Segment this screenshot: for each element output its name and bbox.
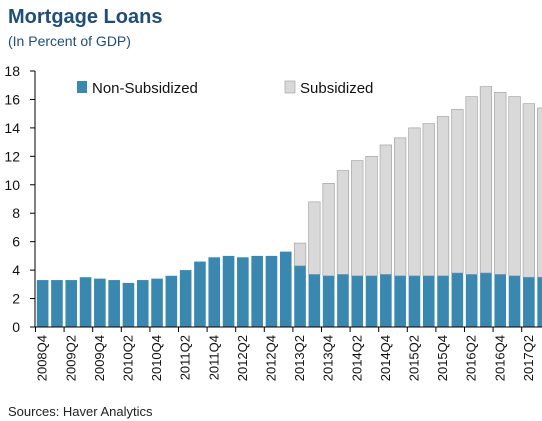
bar-non-subsidized xyxy=(294,265,306,327)
bar-non-subsidized xyxy=(108,280,120,327)
bar-subsidized xyxy=(508,96,521,277)
y-axis: 0 2 4 6 8 10 12 14 16 18 xyxy=(4,63,36,335)
bar-non-subsidized xyxy=(151,278,163,327)
y-tick-label: 18 xyxy=(4,63,20,79)
bar-subsidized xyxy=(336,170,350,275)
legend-swatch-non-subsidized xyxy=(77,81,87,93)
y-tick-label: 12 xyxy=(4,148,20,164)
bar-non-subsidized xyxy=(365,275,378,327)
bars-group xyxy=(36,86,542,327)
y-tick-label: 8 xyxy=(12,205,20,221)
bar-non-subsidized xyxy=(308,274,321,327)
bar-non-subsidized xyxy=(537,277,542,327)
bar-subsidized xyxy=(494,92,507,275)
bar-subsidized xyxy=(322,183,335,277)
x-tick-label: 2011Q2 xyxy=(178,335,193,380)
bar-non-subsidized xyxy=(480,272,492,327)
bar-non-subsidized xyxy=(165,275,178,327)
bar-non-subsidized xyxy=(494,274,507,327)
bar-non-subsidized xyxy=(465,274,478,327)
bar-non-subsidized xyxy=(437,275,449,327)
bar-non-subsidized xyxy=(523,277,535,327)
bar-non-subsidized xyxy=(194,261,206,327)
bar-non-subsidized xyxy=(136,280,149,327)
bar-non-subsidized xyxy=(279,251,292,327)
bar-subsidized xyxy=(308,201,321,275)
x-tick-label: 2016Q4 xyxy=(492,335,507,381)
bar-subsidized xyxy=(436,116,450,277)
x-tick-label: 2014Q4 xyxy=(378,335,393,381)
bar-subsidized xyxy=(479,86,493,274)
x-tick-label: 2015Q4 xyxy=(435,335,450,381)
bar-subsidized xyxy=(394,137,407,277)
x-tick-label: 2009Q2 xyxy=(63,335,78,381)
bar-non-subsidized xyxy=(36,280,49,327)
x-tick-label: 2016Q2 xyxy=(464,335,479,381)
bar-non-subsidized xyxy=(251,255,263,327)
bar-non-subsidized xyxy=(422,275,435,327)
bar-non-subsidized xyxy=(351,275,364,327)
bar-non-subsidized xyxy=(222,255,235,327)
x-tick-label: 2015Q2 xyxy=(406,335,421,381)
legend-label-subsidized: Subsidized xyxy=(300,80,373,97)
y-tick-label: 2 xyxy=(12,291,20,307)
bar-subsidized xyxy=(293,242,307,267)
x-tick-label: 2012Q4 xyxy=(263,335,278,381)
bar-non-subsidized xyxy=(380,274,392,327)
x-tick-label: 2008Q4 xyxy=(35,335,50,381)
bar-non-subsidized xyxy=(265,255,278,327)
bar-non-subsidized xyxy=(394,275,406,327)
bar-non-subsidized xyxy=(237,257,249,327)
legend-swatch-subsidized xyxy=(284,80,296,94)
legend: Non-Subsidized Subsidized xyxy=(77,80,373,97)
chart-subtitle: (In Percent of GDP) xyxy=(8,33,131,49)
y-tick-label: 0 xyxy=(12,319,20,335)
bar-subsidized xyxy=(365,156,378,277)
y-tick-label: 4 xyxy=(12,262,20,278)
bar-non-subsidized xyxy=(79,277,92,327)
bar-subsidized xyxy=(451,109,464,274)
x-tick-label: 2011Q4 xyxy=(206,335,221,380)
y-tick-label: 16 xyxy=(4,91,20,107)
bar-non-subsidized xyxy=(94,278,106,327)
x-tick-label: 2013Q4 xyxy=(321,335,336,381)
bar-non-subsidized xyxy=(322,275,335,327)
chart-title: Mortgage Loans xyxy=(8,6,163,28)
y-tick-label: 14 xyxy=(4,120,20,136)
bar-non-subsidized xyxy=(508,275,521,327)
x-axis: 2008Q4 2009Q2 2009Q4 2010Q2 2010Q4 2011Q2 2011… xyxy=(35,326,542,381)
bar-subsidized xyxy=(379,144,392,275)
bar-subsidized xyxy=(465,96,478,275)
x-tick-label: 2017Q2 xyxy=(521,335,536,381)
bar-non-subsidized xyxy=(408,275,421,327)
bar-non-subsidized xyxy=(122,282,135,327)
source-note: Sources: Haver Analytics xyxy=(8,404,153,419)
bar-non-subsidized xyxy=(208,257,221,327)
x-tick-label: 2010Q4 xyxy=(149,335,164,381)
bar-subsidized xyxy=(422,123,435,277)
x-tick-label: 2010Q2 xyxy=(120,335,135,381)
y-tick-label: 10 xyxy=(4,177,20,193)
bar-subsidized xyxy=(408,127,421,277)
x-tick-label: 2012Q2 xyxy=(235,335,250,381)
bar-non-subsidized xyxy=(65,280,78,327)
x-tick-label: 2013Q2 xyxy=(292,335,307,381)
bar-subsidized xyxy=(537,107,542,278)
x-tick-label: 2009Q4 xyxy=(92,335,107,381)
x-tick-label: 2014Q2 xyxy=(349,335,364,381)
bar-non-subsidized xyxy=(337,274,349,327)
bar-non-subsidized xyxy=(179,270,192,327)
bar-non-subsidized xyxy=(51,280,63,327)
y-tick-label: 6 xyxy=(12,234,20,250)
legend-label-non-subsidized: Non-Subsidized xyxy=(92,80,198,97)
bar-non-subsidized xyxy=(451,272,464,327)
bar-subsidized xyxy=(351,160,364,277)
bar-subsidized xyxy=(522,103,535,278)
